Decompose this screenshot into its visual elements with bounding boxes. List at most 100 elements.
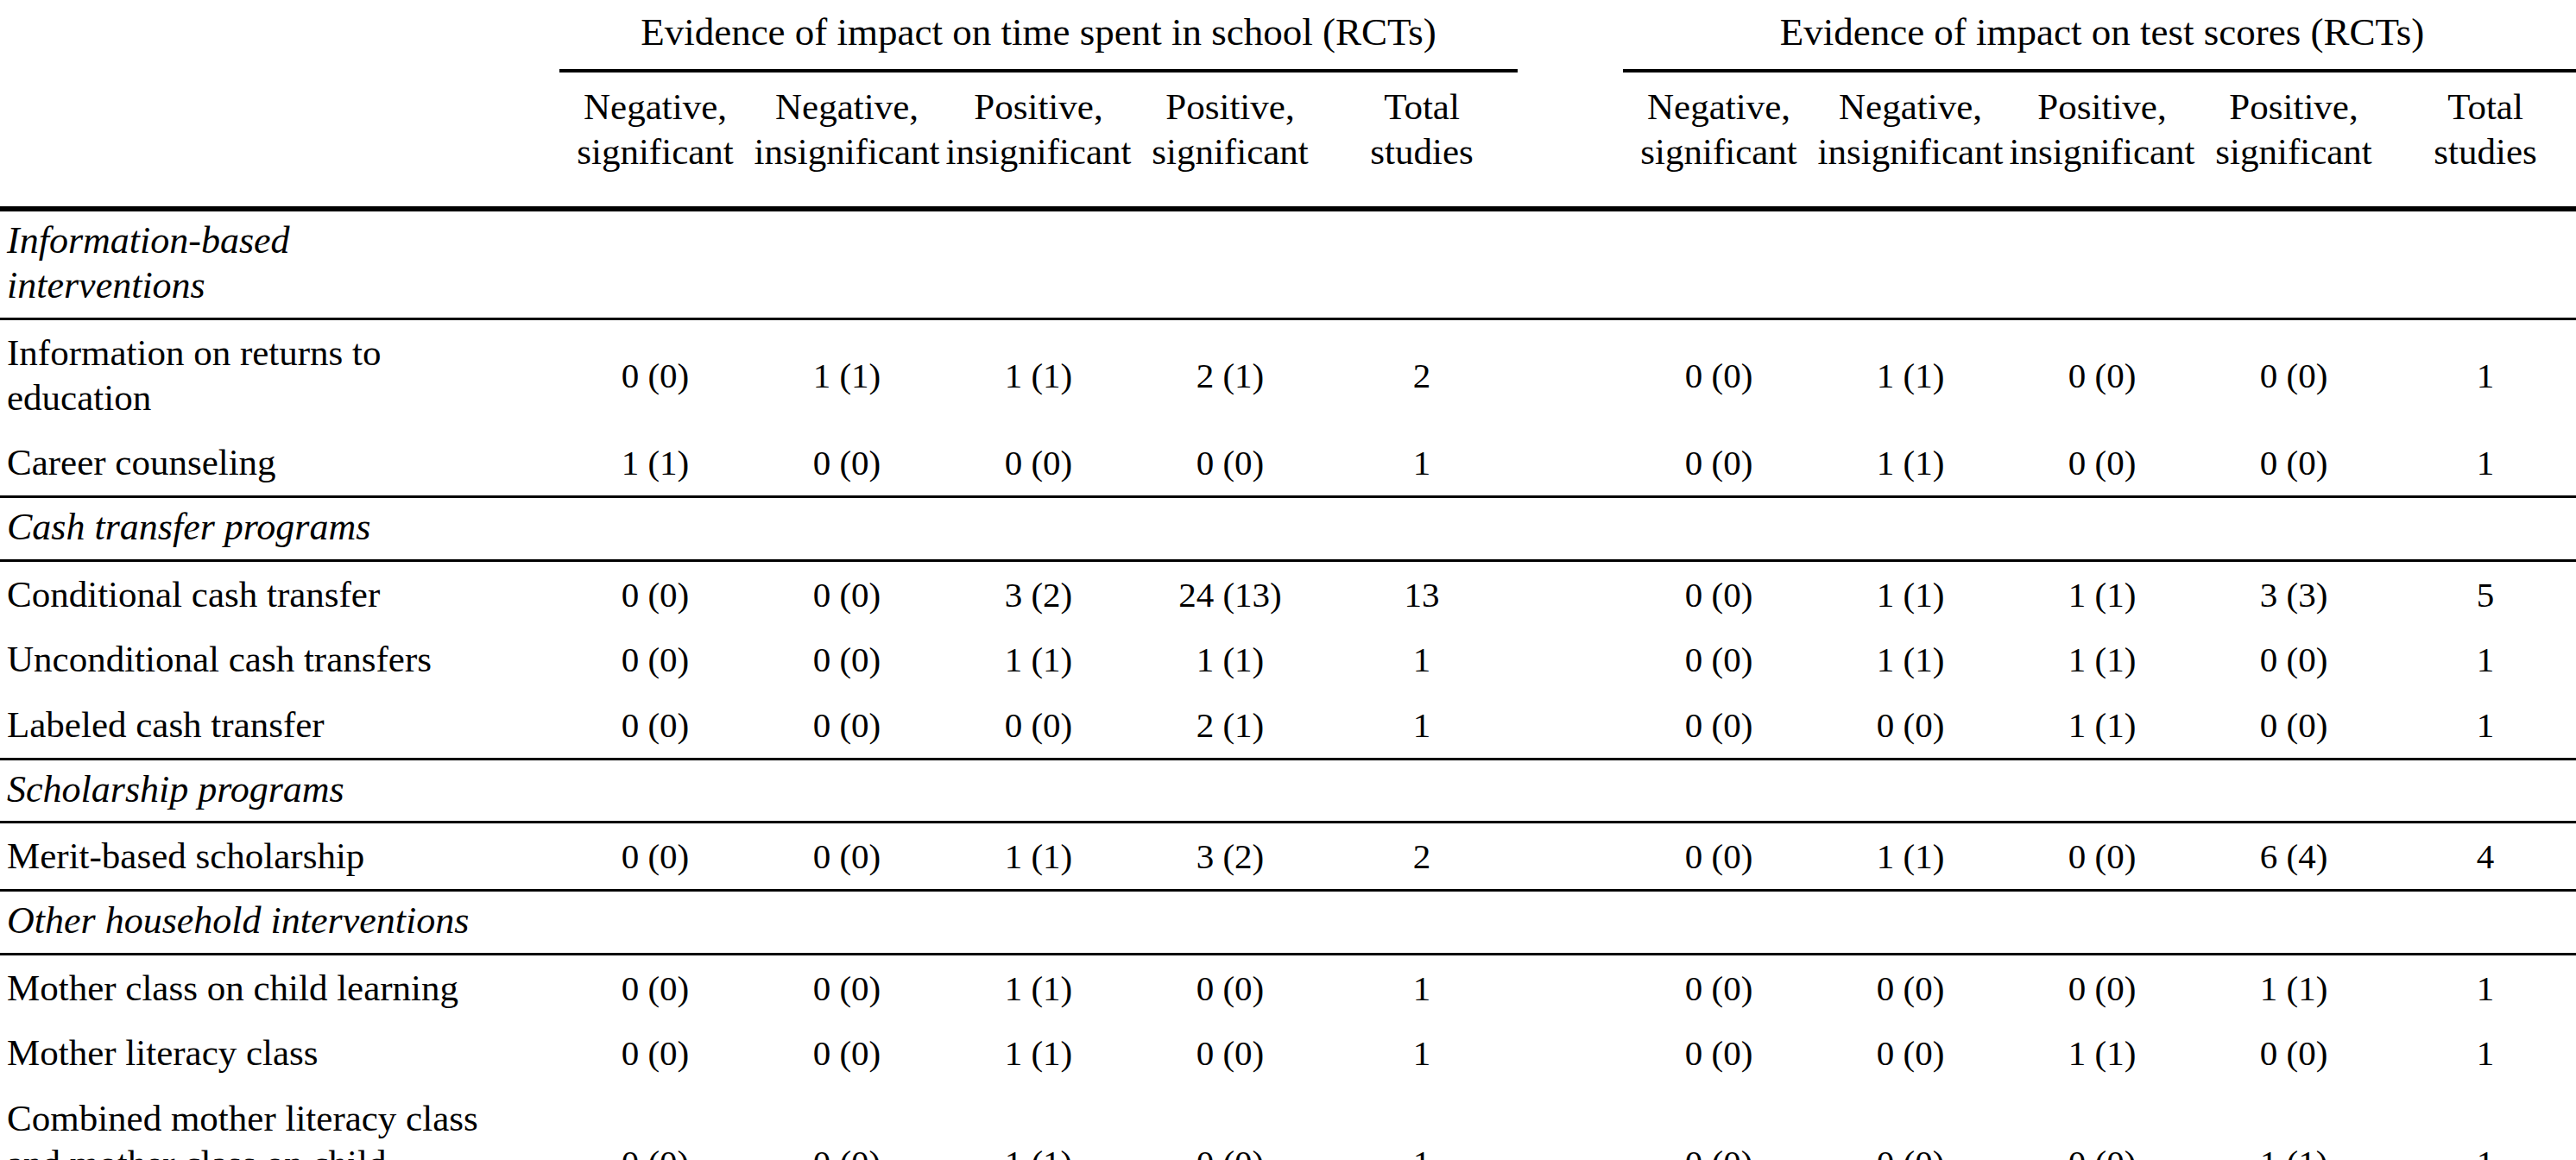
value-cell: 1 bbox=[2390, 692, 2576, 759]
column-header-line: significant bbox=[559, 129, 751, 174]
column-header-line: insignificant bbox=[1815, 129, 2006, 174]
value-cell: 1 (1) bbox=[1815, 823, 2006, 891]
column-gap bbox=[1518, 627, 1623, 692]
table-row: Labeled cash transfer0 (0)0 (0)0 (0)2 (1… bbox=[0, 692, 2576, 759]
group-gap bbox=[1518, 0, 1623, 71]
row-label-line: Labeled cash transfer bbox=[7, 703, 559, 747]
row-label-line: Information on returns to bbox=[7, 331, 559, 375]
value-cell: 1 bbox=[2390, 1020, 2576, 1086]
value-cell: 1 (1) bbox=[943, 1086, 1134, 1160]
value-cell: 0 (0) bbox=[559, 954, 751, 1020]
value-cell: 0 (0) bbox=[2006, 319, 2198, 431]
row-label-line: and mother class on child bbox=[7, 1141, 559, 1160]
value-cell: 0 (0) bbox=[751, 430, 943, 496]
value-cell: 1 (1) bbox=[1134, 627, 1326, 692]
column-header-line: insignificant bbox=[943, 129, 1134, 174]
column-gap bbox=[1518, 71, 1623, 209]
value-cell: 0 (0) bbox=[2006, 1086, 2198, 1160]
value-cell: 0 (0) bbox=[2198, 1020, 2390, 1086]
column-header-positive-significant: Positive,significant bbox=[1134, 71, 1326, 209]
value-cell: 0 (0) bbox=[1134, 1020, 1326, 1086]
row-label: Unconditional cash transfers bbox=[0, 627, 559, 692]
row-label: Conditional cash transfer bbox=[0, 560, 559, 627]
corner-cell bbox=[0, 0, 559, 71]
group-header-row: Evidence of impact on time spent in scho… bbox=[0, 0, 2576, 71]
value-cell: 0 (0) bbox=[2006, 823, 2198, 891]
column-header-line: Negative, bbox=[1815, 85, 2006, 129]
value-cell: 0 (0) bbox=[1623, 430, 1815, 496]
value-cell: 0 (0) bbox=[2198, 319, 2390, 431]
section-title: Other household interventions bbox=[0, 891, 2576, 955]
value-cell: 3 (2) bbox=[1134, 823, 1326, 891]
value-cell: 1 (1) bbox=[2006, 692, 2198, 759]
value-cell: 0 (0) bbox=[2198, 627, 2390, 692]
table-row: Career counseling1 (1)0 (0)0 (0)0 (0)10 … bbox=[0, 430, 2576, 496]
section-title-line: Other household interventions bbox=[7, 898, 2576, 944]
value-cell: 0 (0) bbox=[751, 692, 943, 759]
value-cell: 2 (1) bbox=[1134, 319, 1326, 431]
value-cell: 0 (0) bbox=[1134, 430, 1326, 496]
column-gap bbox=[1518, 319, 1623, 431]
value-cell: 0 (0) bbox=[2198, 692, 2390, 759]
value-cell: 1 (1) bbox=[2006, 1020, 2198, 1086]
row-label-line: education bbox=[7, 375, 559, 420]
value-cell: 0 (0) bbox=[559, 1086, 751, 1160]
section-title-line: Information-based bbox=[7, 218, 2576, 264]
value-cell: 1 bbox=[2390, 430, 2576, 496]
section-title: Scholarship programs bbox=[0, 759, 2576, 823]
table-row: Merit-based scholarship 0 (0) 0 (0)1 (1) 3 … bbox=[0, 823, 2576, 891]
value-cell: 3 (2) bbox=[943, 560, 1134, 627]
value-cell: 1 bbox=[2390, 954, 2576, 1020]
value-cell: 1 (1) bbox=[1815, 627, 2006, 692]
value-cell: 24 (13) bbox=[1134, 560, 1326, 627]
row-label-line: Conditional cash transfer bbox=[7, 572, 559, 617]
section-title: Information-basedinterventions bbox=[0, 209, 2576, 319]
value-cell: 0 (0) bbox=[1623, 627, 1815, 692]
value-cell: 0 (0) bbox=[559, 692, 751, 759]
section-title: Cash transfer programs bbox=[0, 497, 2576, 561]
column-header-negative-significant: Negative,significant bbox=[1623, 71, 1815, 209]
value-cell: 1 bbox=[1326, 430, 1518, 496]
column-header-line: Total bbox=[2390, 85, 2576, 129]
value-cell: 3 (3) bbox=[2198, 560, 2390, 627]
row-label: Mother literacy class bbox=[0, 1020, 559, 1086]
row-label: Information on returns toeducation bbox=[0, 319, 559, 431]
value-cell: 1 (1) bbox=[943, 1020, 1134, 1086]
value-cell: 1 bbox=[1326, 954, 1518, 1020]
value-cell: 4 bbox=[2390, 823, 2576, 891]
value-cell: 0 (0) bbox=[559, 560, 751, 627]
value-cell: 0 (0) bbox=[1623, 823, 1815, 891]
column-header-line: Total bbox=[1326, 85, 1518, 129]
row-label-line: Combined mother literacy class bbox=[7, 1096, 559, 1141]
value-cell: 0 (0) bbox=[559, 627, 751, 692]
value-cell: 0 (0) bbox=[2006, 430, 2198, 496]
column-header-line: significant bbox=[2198, 129, 2390, 174]
value-cell: 0 (0) bbox=[1623, 1020, 1815, 1086]
column-gap bbox=[1518, 430, 1623, 496]
column-header-total-studies: Totalstudies bbox=[1326, 71, 1518, 209]
column-gap bbox=[1518, 560, 1623, 627]
column-header-line: Positive, bbox=[2198, 85, 2390, 129]
row-label-line: Merit-based scholarship bbox=[7, 834, 559, 879]
evidence-table: Evidence of impact on time spent in scho… bbox=[0, 0, 2576, 1160]
value-cell: 0 (0) bbox=[943, 430, 1134, 496]
value-cell: 0 (0) bbox=[1134, 954, 1326, 1020]
column-gap bbox=[1518, 1020, 1623, 1086]
value-cell: 0 (0) bbox=[559, 1020, 751, 1086]
column-header-line: significant bbox=[1623, 129, 1815, 174]
column-header-line: Negative, bbox=[751, 85, 943, 129]
value-cell: 0 (0) bbox=[751, 1086, 943, 1160]
label-column-header bbox=[0, 71, 559, 209]
row-label-line: Mother class on child learning bbox=[7, 966, 559, 1011]
column-header-positive-insignificant: Positive,insignificant bbox=[943, 71, 1134, 209]
value-cell: 0 (0) bbox=[1623, 560, 1815, 627]
value-cell: 1 bbox=[1326, 692, 1518, 759]
value-cell: 0 (0) bbox=[1815, 1086, 2006, 1160]
value-cell: 1 bbox=[2390, 319, 2576, 431]
column-header-line: significant bbox=[1134, 129, 1326, 174]
value-cell: 0 (0) bbox=[943, 692, 1134, 759]
column-header-negative-significant: Negative,significant bbox=[559, 71, 751, 209]
row-label-line: Mother literacy class bbox=[7, 1031, 559, 1075]
section-row: Other household interventions bbox=[0, 891, 2576, 955]
section-row: Information-basedinterventions bbox=[0, 209, 2576, 319]
